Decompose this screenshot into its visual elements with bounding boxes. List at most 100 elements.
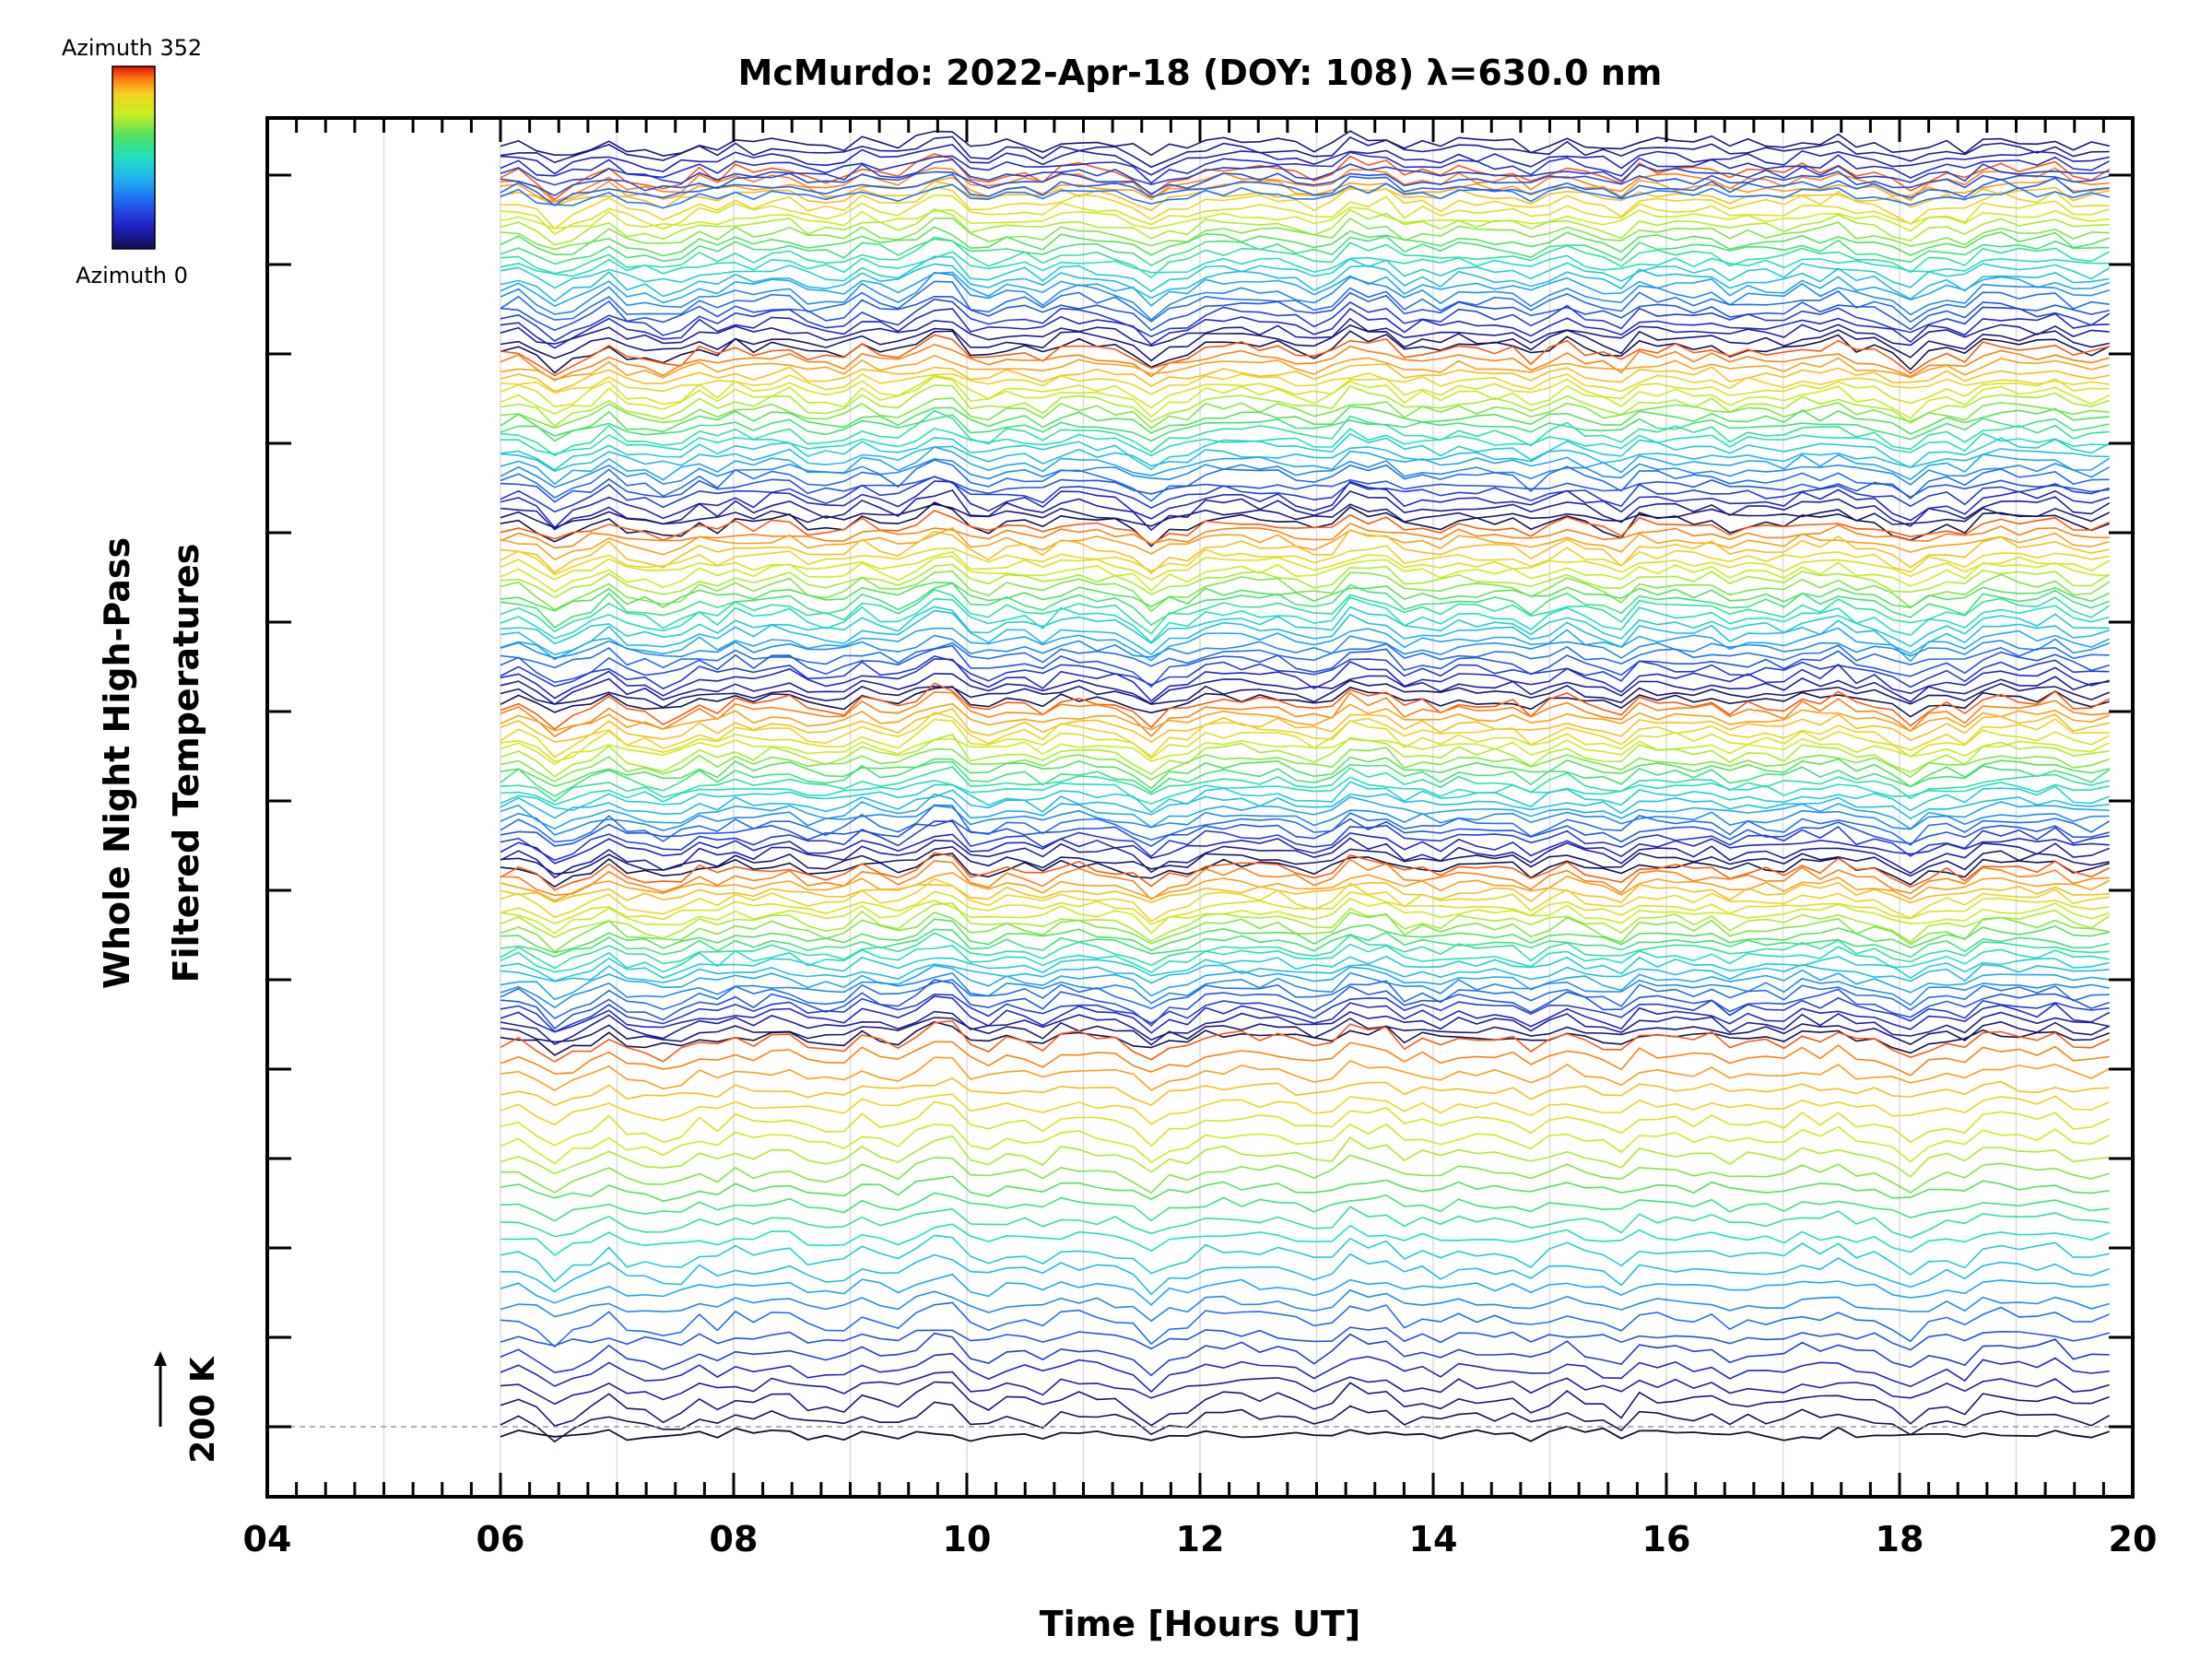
series-line bbox=[500, 1352, 2110, 1394]
series-line bbox=[500, 627, 2111, 663]
series-line bbox=[500, 476, 2110, 513]
series-line bbox=[500, 993, 2110, 1033]
series-line bbox=[500, 235, 2110, 267]
series-line bbox=[500, 1175, 2110, 1203]
series-line bbox=[500, 776, 2110, 806]
series-line bbox=[500, 1019, 2111, 1063]
series-line bbox=[500, 182, 2110, 209]
series-line bbox=[500, 890, 2110, 925]
series-line bbox=[500, 226, 2110, 257]
x-tick-label: 08 bbox=[710, 1519, 759, 1559]
series-line bbox=[500, 324, 2110, 362]
x-tick-label: 18 bbox=[1876, 1519, 1924, 1559]
x-tick-label: 10 bbox=[943, 1519, 992, 1559]
series-line bbox=[500, 181, 2110, 212]
series-line bbox=[500, 428, 2110, 457]
series-line bbox=[500, 1154, 2110, 1194]
series-line bbox=[500, 747, 2110, 782]
series-line bbox=[500, 446, 2111, 486]
x-tick-label: 04 bbox=[243, 1519, 292, 1559]
reference-scale: 200 K bbox=[154, 1351, 222, 1464]
y-axis-label-line1: Whole Night High-Pass bbox=[97, 537, 137, 989]
series-line bbox=[500, 582, 2111, 612]
series-line bbox=[500, 1041, 2110, 1077]
series-line bbox=[500, 343, 2110, 382]
series-line bbox=[500, 789, 2110, 820]
series-line bbox=[500, 151, 2111, 184]
series-line bbox=[500, 1332, 2110, 1377]
series-line bbox=[500, 881, 2110, 904]
series-line bbox=[500, 271, 2110, 321]
series-line bbox=[500, 406, 2110, 442]
series-line bbox=[500, 176, 2110, 204]
series-line bbox=[500, 383, 2110, 428]
series-line bbox=[500, 334, 2110, 377]
series-line bbox=[500, 820, 2110, 862]
series-line bbox=[500, 679, 2111, 709]
series-line bbox=[500, 570, 2111, 613]
x-tick-label: 16 bbox=[1642, 1519, 1691, 1559]
series-line bbox=[500, 375, 2111, 419]
series-line bbox=[500, 555, 2110, 594]
series-line bbox=[500, 263, 2110, 302]
series-line bbox=[500, 979, 2110, 1030]
series-line bbox=[500, 690, 2110, 738]
series-line bbox=[500, 971, 2110, 1009]
x-tick-label: 14 bbox=[1409, 1519, 1458, 1559]
series-line bbox=[500, 488, 2111, 532]
series-line bbox=[500, 902, 2111, 943]
series-line bbox=[500, 551, 2111, 582]
series-line bbox=[500, 831, 2110, 865]
series-line bbox=[500, 307, 2110, 349]
series-line bbox=[500, 655, 2110, 690]
series-line bbox=[500, 1100, 2111, 1147]
series-line bbox=[500, 1192, 2110, 1222]
series-line bbox=[500, 1288, 2110, 1323]
series-line bbox=[500, 298, 2111, 342]
series-line bbox=[500, 766, 2110, 803]
series-line bbox=[500, 955, 2110, 982]
series-line bbox=[500, 963, 2110, 984]
series-line bbox=[500, 409, 2110, 457]
series-line bbox=[500, 371, 2110, 395]
series-line bbox=[500, 760, 2111, 797]
series-line bbox=[500, 217, 2110, 251]
series-line bbox=[500, 374, 2110, 409]
series-line bbox=[500, 1056, 2111, 1091]
x-tick-label: 06 bbox=[477, 1519, 525, 1559]
series-line bbox=[500, 522, 2110, 549]
series-line bbox=[500, 135, 2110, 169]
series-line bbox=[500, 634, 2110, 659]
series-line bbox=[500, 432, 2111, 471]
series-line bbox=[500, 756, 2110, 790]
series-line bbox=[500, 206, 2110, 232]
series-line bbox=[500, 737, 2111, 766]
series-line bbox=[500, 932, 2110, 970]
series-line bbox=[500, 1093, 2111, 1126]
colorbar: Azimuth 352 Azimuth 0 bbox=[62, 35, 202, 288]
series-line bbox=[500, 194, 2110, 236]
series-line bbox=[500, 208, 2110, 246]
series-line bbox=[500, 1010, 2110, 1046]
x-tick-labels: 04 06 08 10 12 14 16 18 20 bbox=[243, 1519, 2158, 1559]
series-line bbox=[500, 845, 2110, 877]
series-line bbox=[500, 979, 2110, 1019]
series-line bbox=[500, 159, 2110, 186]
series-line bbox=[500, 702, 2110, 732]
series-line bbox=[500, 563, 2111, 599]
series-line bbox=[500, 1301, 2111, 1348]
series-line bbox=[500, 363, 2110, 393]
series-line bbox=[500, 354, 2110, 381]
series-line bbox=[500, 1273, 2110, 1306]
reference-label: 200 K bbox=[184, 1356, 222, 1464]
series-line bbox=[500, 503, 2111, 529]
series-line bbox=[500, 445, 2110, 473]
series-line bbox=[500, 1234, 2110, 1283]
series-line bbox=[500, 837, 2110, 879]
series-line bbox=[500, 1135, 2110, 1178]
series-line bbox=[500, 912, 2110, 953]
series-line bbox=[500, 805, 2110, 836]
series-line bbox=[500, 781, 2110, 814]
series-line bbox=[500, 1326, 2110, 1351]
